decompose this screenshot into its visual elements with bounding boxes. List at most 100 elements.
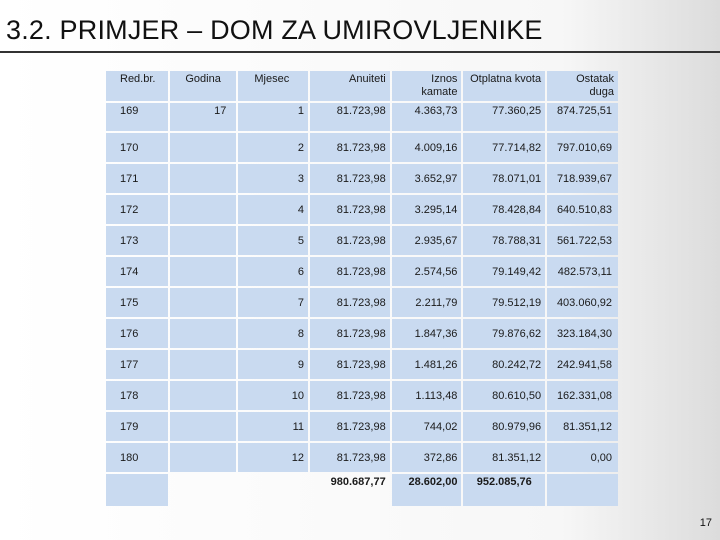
cell-kamate: 2.574,56	[391, 257, 462, 286]
cell-godina	[169, 319, 237, 348]
cell-red-br: 170	[106, 133, 168, 162]
cell-kamate: 2.211,79	[391, 288, 462, 317]
totals-row: 980.687,77 28.602,00 952.085,76	[106, 474, 618, 506]
cell-kvota: 81.351,12	[463, 443, 546, 472]
table-row: 171 3 81.723,98 3.652,97 78.071,01 718.939,67	[106, 164, 618, 193]
cell-mjesec: 2	[238, 133, 309, 162]
cell-red-br: 176	[106, 319, 168, 348]
cell-mjesec: 9	[238, 350, 309, 379]
cell-ostatak: 403.060,92	[547, 288, 618, 317]
cell-anuitet: 81.723,98	[310, 195, 390, 224]
cell-godina	[169, 412, 237, 441]
cell-red-br: 169	[106, 103, 168, 131]
cell-ostatak: 797.010,69	[547, 133, 618, 162]
cell-kamate: 2.935,67	[391, 226, 462, 255]
cell-anuitet: 81.723,98	[310, 103, 390, 131]
cell-mjesec: 12	[238, 443, 309, 472]
cell-godina: 17	[169, 103, 237, 131]
cell-ostatak: 242.941,58	[547, 350, 618, 379]
cell-godina	[169, 257, 237, 286]
cell-kvota: 78.071,01	[463, 164, 546, 193]
cell-anuitet: 81.723,98	[310, 443, 390, 472]
cell-godina	[169, 381, 237, 410]
cell-kvota: 79.512,19	[463, 288, 546, 317]
header-mjesec: Mjesec	[238, 71, 309, 101]
table-row: 169 17 1 81.723,98 4.363,73 77.360,25 874.725,…	[106, 103, 618, 131]
cell-anuitet: 81.723,98	[310, 319, 390, 348]
cell-kvota: 80.979,96	[463, 412, 546, 441]
cell-kamate: 744,02	[391, 412, 462, 441]
cell-anuitet: 81.723,98	[310, 164, 390, 193]
cell-ostatak: 640.510,83	[547, 195, 618, 224]
cell-ostatak: 718.939,67	[547, 164, 618, 193]
cell-godina	[169, 195, 237, 224]
header-otplatna-kvota: Otplatna kvota	[463, 71, 546, 101]
cell-kamate: 3.295,14	[391, 195, 462, 224]
total-kamate: 28.602,00	[391, 474, 462, 506]
header-ostatak-duga: Ostatak duga	[547, 71, 618, 101]
cell-kvota: 77.714,82	[463, 133, 546, 162]
cell-ostatak: 323.184,30	[547, 319, 618, 348]
cell-mjesec: 11	[238, 412, 309, 441]
cell-red-br: 178	[106, 381, 168, 410]
cell-red-br: 179	[106, 412, 168, 441]
cell-kamate: 1.481,26	[391, 350, 462, 379]
cell-kvota: 77.360,25	[463, 103, 546, 131]
cell-kvota: 78.428,84	[463, 195, 546, 224]
cell-anuitet: 81.723,98	[310, 288, 390, 317]
cell-red-br: 172	[106, 195, 168, 224]
cell-ostatak: 81.351,12	[547, 412, 618, 441]
cell-kamate: 3.652,97	[391, 164, 462, 193]
cell-red-br: 173	[106, 226, 168, 255]
cell-red-br: 175	[106, 288, 168, 317]
table-row: 170 2 81.723,98 4.009,16 77.714,82 797.010,69	[106, 133, 618, 162]
cell-kamate: 1.847,36	[391, 319, 462, 348]
cell-kvota: 79.876,62	[463, 319, 546, 348]
total-anuiteti: 980.687,77	[330, 476, 386, 488]
totals-empty-cell	[170, 474, 308, 506]
cell-kamate: 4.009,16	[391, 133, 462, 162]
header-godina: Godina	[169, 71, 237, 101]
cell-red-br: 177	[106, 350, 168, 379]
cell-red-br: 174	[106, 257, 168, 286]
cell-godina	[169, 133, 237, 162]
table-row: 179 11 81.723,98 744,02 80.979,96 81.351,12	[106, 412, 618, 441]
table-row: 178 10 81.723,98 1.113,48 80.610,50 162.331,0…	[106, 381, 618, 410]
cell-anuitet: 81.723,98	[310, 381, 390, 410]
table-row: 177 9 81.723,98 1.481,26 80.242,72 242.941,58	[106, 350, 618, 379]
amortization-table: Red.br. Godina Mjesec Anuiteti Iznos kam…	[104, 69, 620, 508]
cell-godina	[169, 350, 237, 379]
cell-mjesec: 6	[238, 257, 309, 286]
slide-title: 3.2. PRIMJER – DOM ZA UMIROVLJENIKE	[6, 15, 543, 45]
table-row: 174 6 81.723,98 2.574,56 79.149,42 482.573,11	[106, 257, 618, 286]
cell-mjesec: 1	[238, 103, 309, 131]
cell-godina	[169, 288, 237, 317]
header-red-br: Red.br.	[106, 71, 168, 101]
totals-empty-cell	[547, 474, 618, 506]
cell-godina	[169, 226, 237, 255]
cell-mjesec: 7	[238, 288, 309, 317]
header-anuiteti: Anuiteti	[310, 71, 390, 101]
cell-ostatak: 0,00	[547, 443, 618, 472]
cell-kamate: 372,86	[391, 443, 462, 472]
table-row: 180 12 81.723,98 372,86 81.351,12 0,00	[106, 443, 618, 472]
cell-mjesec: 5	[238, 226, 309, 255]
cell-anuitet: 81.723,98	[310, 412, 390, 441]
totals-empty-cell	[106, 474, 168, 506]
cell-ostatak: 482.573,11	[547, 257, 618, 286]
cell-mjesec: 8	[238, 319, 309, 348]
cell-ostatak: 561.722,53	[547, 226, 618, 255]
cell-kvota: 78.788,31	[463, 226, 546, 255]
cell-mjesec: 4	[238, 195, 309, 224]
cell-red-br: 171	[106, 164, 168, 193]
table-row: 176 8 81.723,98 1.847,36 79.876,62 323.184,30	[106, 319, 618, 348]
cell-anuitet: 81.723,98	[310, 257, 390, 286]
cell-ostatak: 874.725,51	[547, 103, 618, 131]
cell-kamate: 4.363,73	[391, 103, 462, 131]
cell-anuitet: 81.723,98	[310, 350, 390, 379]
cell-mjesec: 3	[238, 164, 309, 193]
table-header-row: Red.br. Godina Mjesec Anuiteti Iznos kam…	[106, 71, 618, 101]
header-iznos-kamate: Iznos kamate	[391, 71, 462, 101]
page-number: 17	[699, 517, 712, 529]
cell-mjesec: 10	[238, 381, 309, 410]
